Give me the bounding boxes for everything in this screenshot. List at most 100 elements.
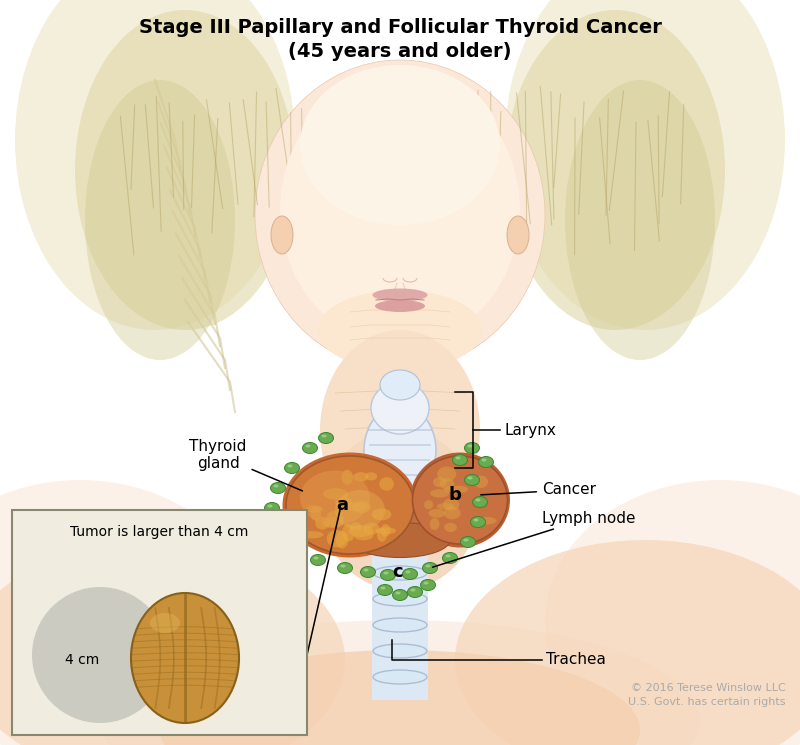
Ellipse shape [287, 464, 293, 468]
Ellipse shape [371, 382, 429, 434]
Ellipse shape [402, 568, 418, 580]
Ellipse shape [377, 527, 387, 542]
Ellipse shape [379, 477, 394, 491]
Ellipse shape [406, 571, 410, 574]
Ellipse shape [442, 553, 458, 563]
Ellipse shape [375, 527, 396, 534]
Ellipse shape [393, 589, 407, 600]
Ellipse shape [342, 470, 353, 485]
Ellipse shape [375, 300, 425, 312]
Ellipse shape [341, 565, 346, 568]
Ellipse shape [270, 524, 286, 536]
Ellipse shape [310, 554, 326, 565]
Ellipse shape [271, 216, 293, 254]
Text: Lymph node: Lymph node [433, 510, 635, 567]
Ellipse shape [315, 517, 330, 530]
Ellipse shape [326, 530, 346, 548]
Ellipse shape [474, 519, 478, 522]
Ellipse shape [350, 522, 450, 557]
Ellipse shape [160, 650, 640, 745]
Ellipse shape [300, 65, 500, 225]
Ellipse shape [373, 644, 427, 658]
Ellipse shape [131, 593, 239, 723]
Ellipse shape [354, 472, 368, 481]
Ellipse shape [299, 531, 323, 539]
Ellipse shape [302, 443, 318, 454]
Text: Stage III Papillary and Follicular Thyroid Cancer
(45 years and older): Stage III Papillary and Follicular Thyro… [138, 18, 662, 61]
Text: c: c [393, 563, 403, 581]
Ellipse shape [322, 434, 326, 437]
Ellipse shape [381, 524, 390, 537]
Ellipse shape [437, 466, 456, 481]
Ellipse shape [349, 525, 374, 537]
Ellipse shape [467, 445, 473, 448]
Ellipse shape [450, 486, 468, 493]
Ellipse shape [322, 517, 344, 528]
Ellipse shape [267, 504, 273, 507]
Ellipse shape [467, 477, 473, 480]
Ellipse shape [287, 547, 293, 550]
Ellipse shape [373, 288, 427, 302]
Ellipse shape [335, 497, 352, 508]
Ellipse shape [421, 580, 435, 591]
Ellipse shape [507, 216, 529, 254]
Ellipse shape [423, 582, 429, 585]
Ellipse shape [455, 540, 800, 745]
Ellipse shape [395, 592, 401, 595]
Ellipse shape [372, 508, 391, 520]
Ellipse shape [461, 536, 475, 548]
Ellipse shape [318, 433, 334, 443]
Ellipse shape [373, 670, 427, 684]
Text: Larynx: Larynx [504, 422, 556, 437]
Ellipse shape [282, 452, 418, 557]
Ellipse shape [455, 457, 461, 460]
Text: Cancer: Cancer [481, 483, 596, 498]
Ellipse shape [482, 458, 486, 461]
Bar [12, 510, 307, 735]
Ellipse shape [343, 502, 366, 511]
Ellipse shape [463, 539, 469, 542]
Text: © 2016 Terese Winslow LLC
U.S. Govt. has certain rights: © 2016 Terese Winslow LLC U.S. Govt. has… [629, 683, 786, 706]
Ellipse shape [342, 524, 355, 542]
Ellipse shape [465, 443, 479, 454]
Ellipse shape [363, 568, 369, 571]
Ellipse shape [338, 562, 353, 574]
Ellipse shape [505, 0, 785, 330]
Ellipse shape [0, 540, 345, 745]
Bar [372, 490, 428, 700]
Ellipse shape [430, 518, 439, 530]
Ellipse shape [373, 566, 427, 580]
Ellipse shape [280, 75, 520, 345]
Ellipse shape [354, 530, 374, 540]
Ellipse shape [352, 501, 370, 513]
Ellipse shape [364, 405, 436, 495]
Ellipse shape [381, 586, 386, 589]
Ellipse shape [285, 463, 299, 474]
Ellipse shape [465, 475, 479, 486]
Ellipse shape [429, 509, 446, 518]
Text: a: a [336, 496, 348, 514]
Ellipse shape [270, 483, 286, 493]
Ellipse shape [286, 456, 414, 554]
Ellipse shape [478, 457, 494, 468]
Ellipse shape [363, 523, 380, 535]
Ellipse shape [410, 452, 510, 548]
Ellipse shape [446, 554, 450, 557]
Ellipse shape [306, 505, 322, 513]
Ellipse shape [439, 478, 454, 489]
Ellipse shape [285, 545, 299, 556]
Ellipse shape [424, 500, 434, 510]
Ellipse shape [310, 507, 321, 521]
Ellipse shape [410, 589, 415, 592]
Ellipse shape [75, 10, 295, 330]
Ellipse shape [265, 502, 279, 513]
Ellipse shape [381, 569, 395, 580]
Ellipse shape [0, 480, 255, 745]
Ellipse shape [380, 370, 420, 400]
Ellipse shape [300, 471, 370, 525]
Ellipse shape [314, 557, 318, 559]
Ellipse shape [306, 445, 310, 448]
Ellipse shape [565, 80, 715, 360]
Circle shape [32, 587, 168, 723]
Ellipse shape [322, 430, 478, 590]
